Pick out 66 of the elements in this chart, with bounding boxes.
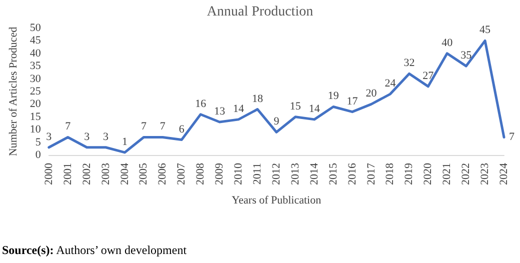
source-note: Source(s): Authors’ own development <box>2 243 188 257</box>
data-label: 3 <box>84 130 90 143</box>
x-tick-label: 2005 <box>138 162 150 185</box>
x-tick-label: 2008 <box>194 162 207 185</box>
data-label: 18 <box>252 92 264 105</box>
data-label: 7 <box>65 120 72 133</box>
x-tick-label: 2002 <box>80 163 93 185</box>
x-tick-label: 2017 <box>365 162 378 185</box>
line-series <box>48 39 506 154</box>
y-tick-label: 0 <box>35 149 42 161</box>
x-tick-label: 2009 <box>214 162 226 185</box>
data-label: 7 <box>140 120 147 133</box>
data-label: 7 <box>509 131 515 144</box>
y-tick-label: 40 <box>30 47 42 60</box>
y-axis-title: Number of Articles Produced <box>8 26 20 156</box>
y-tick-label: 15 <box>30 110 42 123</box>
data-label: 9 <box>274 116 280 128</box>
y-tick-label: 5 <box>35 136 42 148</box>
y-tick-label: 30 <box>30 72 42 85</box>
data-label: 24 <box>384 78 396 90</box>
x-tick-label: 2006 <box>156 162 169 185</box>
x-tick-label: 2022 <box>460 163 472 185</box>
x-tick-label: 2016 <box>346 162 358 185</box>
x-tick-label: 2020 <box>422 162 434 185</box>
chart-title: Annual Production <box>206 4 314 20</box>
data-label: 15 <box>290 100 302 112</box>
data-label: 6 <box>178 123 185 136</box>
y-tick-label: 10 <box>30 124 42 136</box>
y-tick-label: 20 <box>30 98 42 110</box>
data-label: 19 <box>328 90 340 102</box>
x-tick-label: 2014 <box>308 162 320 185</box>
data-label: 13 <box>214 105 226 118</box>
x-tick-label: 2013 <box>289 162 302 185</box>
data-label: 27 <box>422 70 434 82</box>
data-label: 3 <box>103 130 110 143</box>
data-label: 20 <box>366 88 378 100</box>
data-label: 14 <box>233 102 245 115</box>
x-tick-label: 2007 <box>176 162 188 185</box>
data-label: 32 <box>404 57 415 70</box>
data-label: 35 <box>460 50 472 62</box>
data-label: 40 <box>442 36 454 49</box>
y-tick-label: 35 <box>30 60 42 72</box>
data-label: 17 <box>346 95 358 108</box>
x-tick-label: 2003 <box>100 162 112 185</box>
x-tick-label: 2010 <box>232 162 245 185</box>
x-tick-label: 2024 <box>498 162 510 185</box>
x-tick-label: 2023 <box>479 162 492 185</box>
data-label: 45 <box>480 24 492 36</box>
x-tick-label: 2004 <box>118 162 131 185</box>
y-tick-label: 25 <box>30 86 42 98</box>
x-tick-label: 2015 <box>327 162 340 185</box>
x-tick-label: 2011 <box>251 163 264 185</box>
data-label: 7 <box>160 120 166 133</box>
data-label: 14 <box>308 102 320 115</box>
x-axis-title: Years of Publication <box>232 194 322 206</box>
x-tick-label: 2012 <box>270 163 282 185</box>
data-label: 3 <box>46 130 52 143</box>
x-tick-label: 2019 <box>403 162 416 185</box>
x-tick-label: 2021 <box>441 163 454 185</box>
y-tick-label: 50 <box>30 22 42 34</box>
data-label: 16 <box>195 98 207 110</box>
x-tick-label: 2018 <box>384 162 396 185</box>
x-tick-label: 2000 <box>42 162 55 185</box>
y-tick-label: 45 <box>30 34 42 47</box>
x-tick-label: 2001 <box>62 163 74 185</box>
data-label: 1 <box>122 136 128 148</box>
